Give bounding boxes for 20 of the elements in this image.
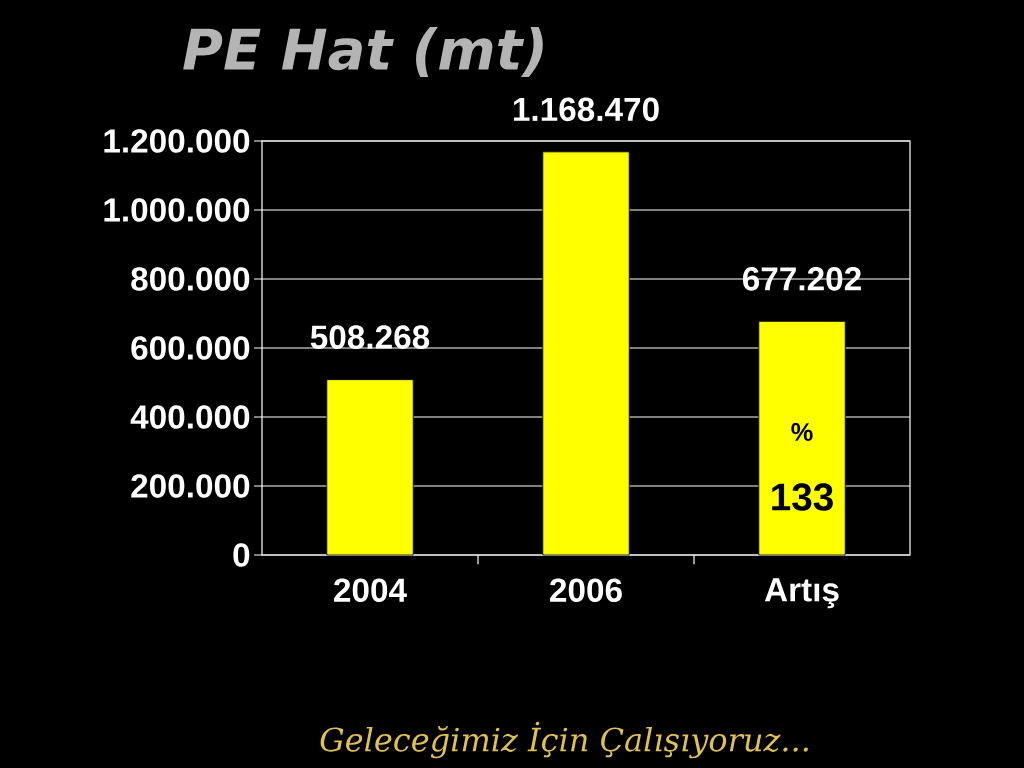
y-tick-label: 600.000 [131, 336, 250, 360]
annotation: % [791, 423, 813, 441]
bar [758, 320, 846, 556]
y-tick-label: 400.000 [130, 405, 250, 429]
y-tick-label: 1.200.000 [104, 129, 250, 153]
text: Geleceğimiz İçin Çalışıyoruz... [320, 721, 808, 759]
bar [326, 379, 414, 556]
data-label: 1.168.470 [513, 97, 659, 122]
chart-title: PE Hat (mt) [183, 27, 543, 77]
data-label: 677.202 [742, 267, 861, 291]
bar [542, 151, 630, 556]
y-tick-label: 200.000 [131, 474, 250, 498]
x-tick-label: 2006 [550, 578, 622, 602]
annotation: 133 [772, 483, 833, 511]
y-tick-label: 0 [233, 543, 250, 567]
y-tick-label: 1.000.000 [104, 198, 250, 222]
x-tick-label: Artış [764, 578, 839, 609]
y-tick-label: 800.000 [131, 267, 250, 291]
x-tick-label: 2004 [334, 578, 407, 602]
data-label: 508.268 [310, 325, 430, 349]
